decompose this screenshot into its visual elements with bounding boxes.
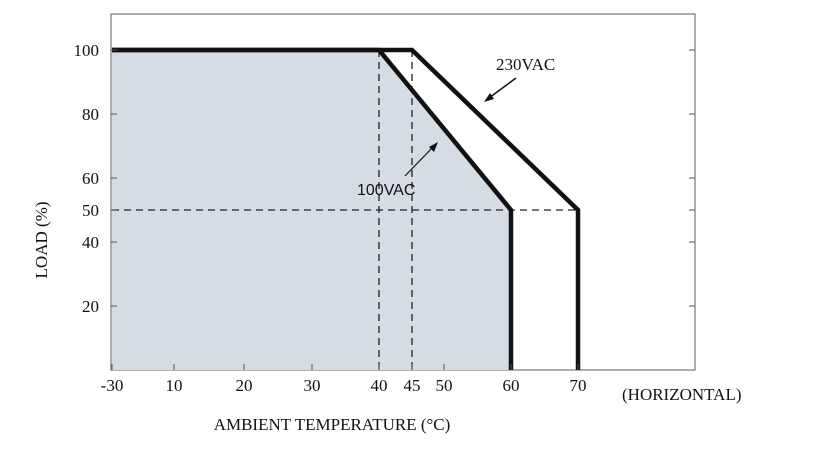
y-axis-title: LOAD (%): [32, 202, 51, 279]
x-tick-label-45: 45: [404, 376, 421, 395]
y-tick-label-40: 40: [82, 233, 99, 252]
x-tick-label-30: 30: [304, 376, 321, 395]
x-tick-label-20: 20: [236, 376, 253, 395]
series-arrow-100vac-shaft: [404, 146, 434, 177]
series-arrow-100vac-head: [429, 142, 438, 152]
reference-lines: [112, 50, 578, 370]
x-tick-label-70: 70: [570, 376, 587, 395]
series-line-100vac: [112, 47, 514, 370]
series-label-230vac: 230VAC: [496, 55, 555, 74]
series-arrow-230vac-head: [484, 93, 494, 102]
x-tick-label-60: 60: [503, 376, 520, 395]
x-tick-label-10: 10: [166, 376, 183, 395]
series-lines: [112, 47, 581, 370]
y-tick-label-50: 50: [82, 201, 99, 220]
x-axis-title: AMBIENT TEMPERATURE (°C): [214, 415, 451, 434]
axis-ticks: -30 10 20 30 40 45 50 60 70 20 40 50 60 80 100: [74, 41, 695, 395]
y-tick-label-60: 60: [82, 169, 99, 188]
y-tick-label-100: 100: [74, 41, 100, 60]
x-tick-label--30: -30: [101, 376, 124, 395]
y-tick-label-20: 20: [82, 297, 99, 316]
x-tick-label-50: 50: [436, 376, 453, 395]
axis-note: (HORIZONTAL): [622, 385, 742, 404]
fill-layer: [112, 50, 511, 370]
x-tick-label-40: 40: [371, 376, 388, 395]
y-tick-label-80: 80: [82, 105, 99, 124]
series-fill-0: [112, 50, 511, 370]
series-label-100vac: 100VAC: [357, 182, 415, 199]
series-arrow-230vac-shaft: [488, 77, 517, 99]
